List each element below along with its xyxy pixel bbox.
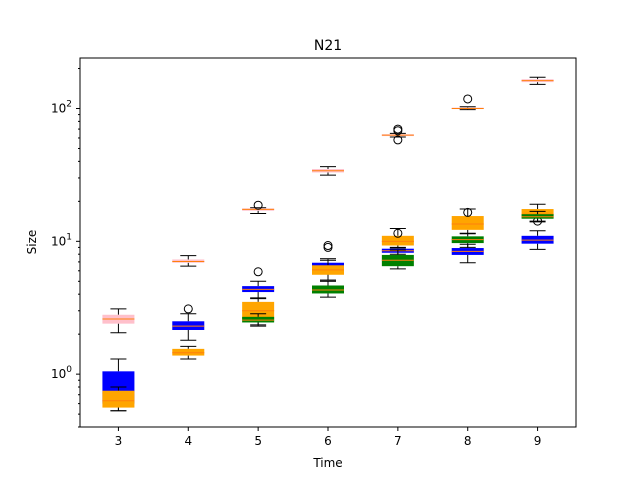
x-tick-label: 8 <box>464 434 472 448</box>
outlier-point <box>463 94 473 104</box>
outlier-point <box>393 228 403 238</box>
outlier-point <box>253 200 263 210</box>
box-orange-8 <box>451 216 484 230</box>
y-tick-exponent: 1 <box>66 232 72 242</box>
x-tick-label: 7 <box>394 434 402 448</box>
chart-marks <box>102 76 554 412</box>
x-tick-label: 4 <box>184 434 192 448</box>
x-tick-label: 6 <box>324 434 332 448</box>
outlier-point <box>323 241 333 251</box>
x-tick-label: 5 <box>254 434 262 448</box>
y-tick-exponent: 0 <box>66 365 72 375</box>
outlier-point <box>253 267 263 277</box>
x-tick-label: 3 <box>115 434 123 448</box>
y-tick-exponent: 2 <box>66 100 72 110</box>
outlier-point <box>393 135 403 145</box>
outlier-point <box>463 207 473 217</box>
outlier-point <box>183 304 193 314</box>
x-axis-label: Time <box>312 456 342 470</box>
box-orange-3 <box>102 390 135 408</box>
chart-title: N21 <box>314 38 342 54</box>
outlier-point <box>393 126 403 136</box>
box-green-6 <box>312 285 344 294</box>
x-tick-label: 9 <box>534 434 542 448</box>
y-axis-label: Size <box>25 230 39 255</box>
box-orange-7 <box>381 235 414 246</box>
